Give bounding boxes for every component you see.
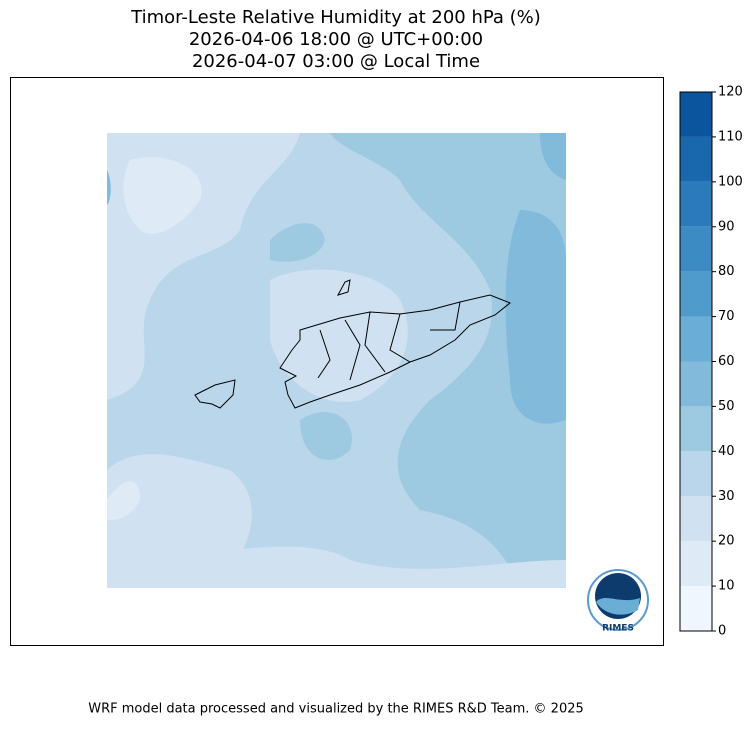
tick-label: 30	[718, 489, 735, 504]
colorbar-segment	[680, 406, 712, 452]
colorbar-segment	[680, 451, 712, 497]
colorbar-segment	[680, 181, 712, 227]
logo: RIMES	[587, 569, 649, 634]
colorbar-segment	[680, 361, 712, 407]
tick-label: 50	[718, 399, 735, 414]
colorbar-segment	[680, 496, 712, 542]
tick-label: 100	[718, 174, 743, 189]
title-line: 2026-04-06 18:00 @ UTC+00:00	[189, 29, 483, 50]
title-line: Timor-Leste Relative Humidity at 200 hPa…	[130, 7, 541, 28]
tick-label: 90	[718, 219, 735, 234]
colorbar-segment	[680, 226, 712, 272]
boundaries	[194, 279, 511, 409]
tick-label: 40	[718, 444, 735, 459]
footer: WRF model data processed and visualized …	[88, 702, 584, 717]
humidity-field	[107, 133, 566, 588]
colorbar-segment	[680, 271, 712, 317]
logo-text: RIMES	[602, 624, 634, 634]
tick-label: 70	[718, 309, 735, 324]
tick-label: 60	[718, 354, 735, 369]
colorbar-segment	[680, 316, 712, 362]
colorbar-segment	[680, 586, 712, 631]
tick-label: 20	[718, 534, 735, 549]
colorbar-segment	[680, 92, 712, 137]
tick-label: 80	[718, 264, 735, 279]
colorbar-segment	[680, 541, 712, 587]
tick-label: 120	[718, 85, 743, 100]
tick-label: 0	[718, 624, 726, 639]
tick-label: 10	[718, 579, 735, 594]
title-line: 2026-04-07 03:00 @ Local Time	[192, 51, 480, 72]
tick-label: 110	[718, 129, 743, 144]
colorbar: 0 10 20 30 40 50 60 70 80 90 100 110 120	[679, 85, 743, 639]
colorbar-segment	[680, 136, 712, 182]
